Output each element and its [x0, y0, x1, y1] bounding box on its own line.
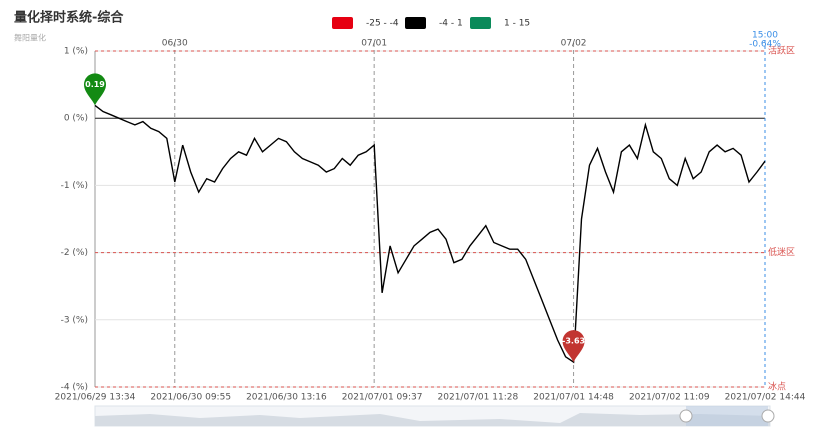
- y-tick-label: -2 (%): [61, 248, 88, 258]
- x-tick-label: 2021/07/01 11:28: [438, 393, 519, 403]
- legend-swatch: [405, 17, 426, 29]
- mark-point-label: 0.19: [85, 80, 105, 89]
- end-time: 15:00: [752, 31, 778, 41]
- day-break-label: 07/02: [561, 39, 587, 49]
- y-tick-label: -1 (%): [61, 181, 88, 191]
- day-break-label: 06/30: [162, 39, 188, 49]
- zoom-handle[interactable]: [761, 409, 775, 423]
- y-tick-label: -3 (%): [61, 315, 88, 325]
- zoom-preview: [95, 413, 770, 426]
- legend-label: -4 - 1: [439, 19, 463, 29]
- y-tick-label: 1 (%): [64, 47, 88, 57]
- legend-label: 1 - 15: [504, 19, 530, 29]
- x-tick-label: 2021/06/29 13:34: [55, 393, 136, 403]
- legend-swatch: [470, 17, 491, 29]
- mark-point-label: -3.63: [562, 337, 585, 346]
- mark-line-label: 冰点: [768, 381, 786, 393]
- day-break-label: 07/01: [361, 39, 387, 49]
- series-line: [94, 104, 766, 364]
- y-tick-label: 0 (%): [64, 114, 88, 124]
- x-tick-label: 2021/06/30 13:16: [246, 393, 327, 403]
- y-tick-label: -4 (%): [61, 383, 88, 393]
- zoom-handle[interactable]: [679, 409, 693, 423]
- legend-label: -25 - -4: [366, 19, 399, 29]
- mark-line-label: 活跃区: [768, 45, 795, 57]
- x-tick-label: 2021/07/02 14:44: [725, 393, 806, 403]
- x-tick-label: 2021/07/02 11:09: [629, 393, 710, 403]
- legend-swatch: [332, 17, 353, 29]
- chart-subtitle: 舞阳量化: [14, 33, 46, 43]
- chart-title: 量化择时系统-综合: [14, 10, 124, 26]
- x-tick-label: 2021/07/01 14:48: [533, 393, 614, 403]
- end-value: -0.64%: [749, 40, 781, 50]
- mark-line-label: 低迷区: [768, 246, 795, 258]
- data-zoom[interactable]: [94, 405, 775, 427]
- zoom-window[interactable]: [686, 406, 768, 426]
- x-tick-label: 2021/07/01 09:37: [342, 393, 423, 403]
- x-tick-label: 2021/06/30 09:55: [150, 393, 231, 403]
- mark-point: [562, 330, 585, 363]
- mark-point: [84, 73, 106, 106]
